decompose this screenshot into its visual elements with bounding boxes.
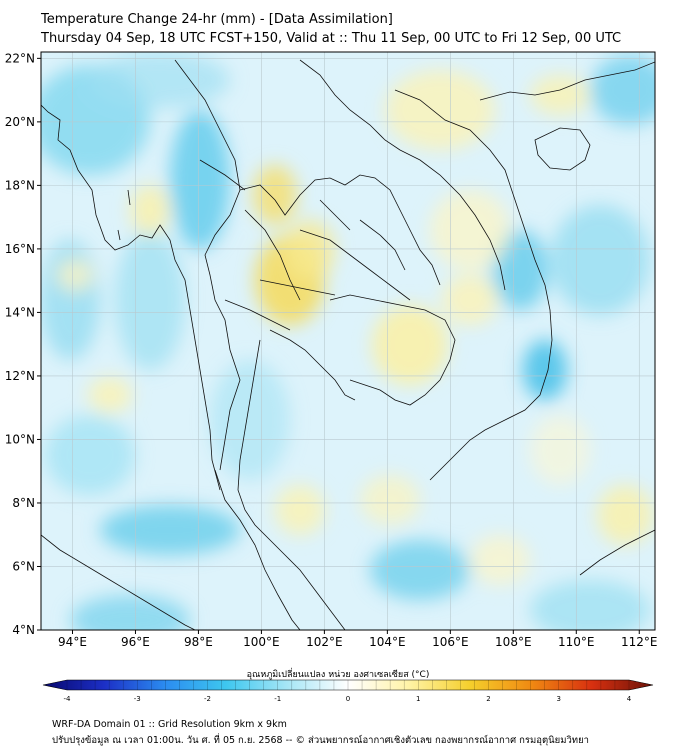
- footer-model-info: WRF-DA Domain 01 :: Grid Resolution 9km …: [52, 719, 287, 730]
- map-frame: [40, 51, 656, 631]
- colorbar-tick-label: 0: [346, 695, 350, 703]
- longitude-axis: 94°E 96°E 98°E 100°E 102°E 104°E 106°E 108°E 110…: [58, 630, 658, 649]
- latitude-label: 4°N: [12, 623, 35, 637]
- longitude-label: 102°E: [306, 635, 343, 649]
- latitude-label: 14°N: [5, 305, 35, 319]
- footer-update-info: ปรับปรุงข้อมูล ณ เวลา 01:00น. วัน ศ. ที่…: [52, 735, 589, 746]
- map-title: Temperature Change 24-hr (mm) - [Data As…: [41, 12, 393, 27]
- longitude-label: 100°E: [243, 635, 280, 649]
- longitude-label: 108°E: [495, 635, 532, 649]
- latitude-axis: 22°N 20°N 18°N 16°N 14°N 12°N 10°N 8°N 6°N 4°N: [5, 51, 41, 637]
- colorbar: -4 -3 -2 -1 0 1 2 3 4: [42, 679, 654, 703]
- longitude-label: 106°E: [432, 635, 469, 649]
- latitude-label: 20°N: [5, 115, 35, 129]
- longitude-label: 104°E: [369, 635, 406, 649]
- latitude-label: 12°N: [5, 369, 35, 383]
- latitude-label: 10°N: [5, 432, 35, 446]
- coastline-borders: [41, 59, 655, 630]
- colorbar-tick-label: 4: [627, 695, 632, 703]
- latitude-label: 8°N: [12, 496, 35, 510]
- colorbar-tick-label: -4: [64, 695, 72, 703]
- latitude-label: 22°N: [5, 51, 35, 65]
- colorbar-tick-label: 1: [416, 695, 420, 703]
- latitude-label: 6°N: [12, 559, 35, 573]
- colorbar-tick-label: -2: [204, 695, 211, 703]
- longitude-label: 112°E: [621, 635, 658, 649]
- latitude-label: 16°N: [5, 242, 35, 256]
- colorbar-tick-label: 3: [557, 695, 561, 703]
- colorbar-tick-label: -3: [134, 695, 141, 703]
- colorbar-label: อุณหภูมิเปลี่ยนแปลง หน่วย องศาเซลเซียส (…: [246, 670, 430, 680]
- longitude-label: 96°E: [121, 635, 150, 649]
- latitude-label: 18°N: [5, 178, 35, 192]
- longitude-label: 110°E: [558, 635, 595, 649]
- colorbar-tick-label: 2: [486, 695, 490, 703]
- colorbar-tick-label: -1: [274, 695, 281, 703]
- longitude-label: 94°E: [58, 635, 87, 649]
- graticule: [41, 52, 655, 630]
- map-subtitle: Thursday 04 Sep, 18 UTC FCST+150, Valid …: [41, 31, 622, 46]
- longitude-label: 98°E: [184, 635, 213, 649]
- temperature-field: [41, 52, 655, 630]
